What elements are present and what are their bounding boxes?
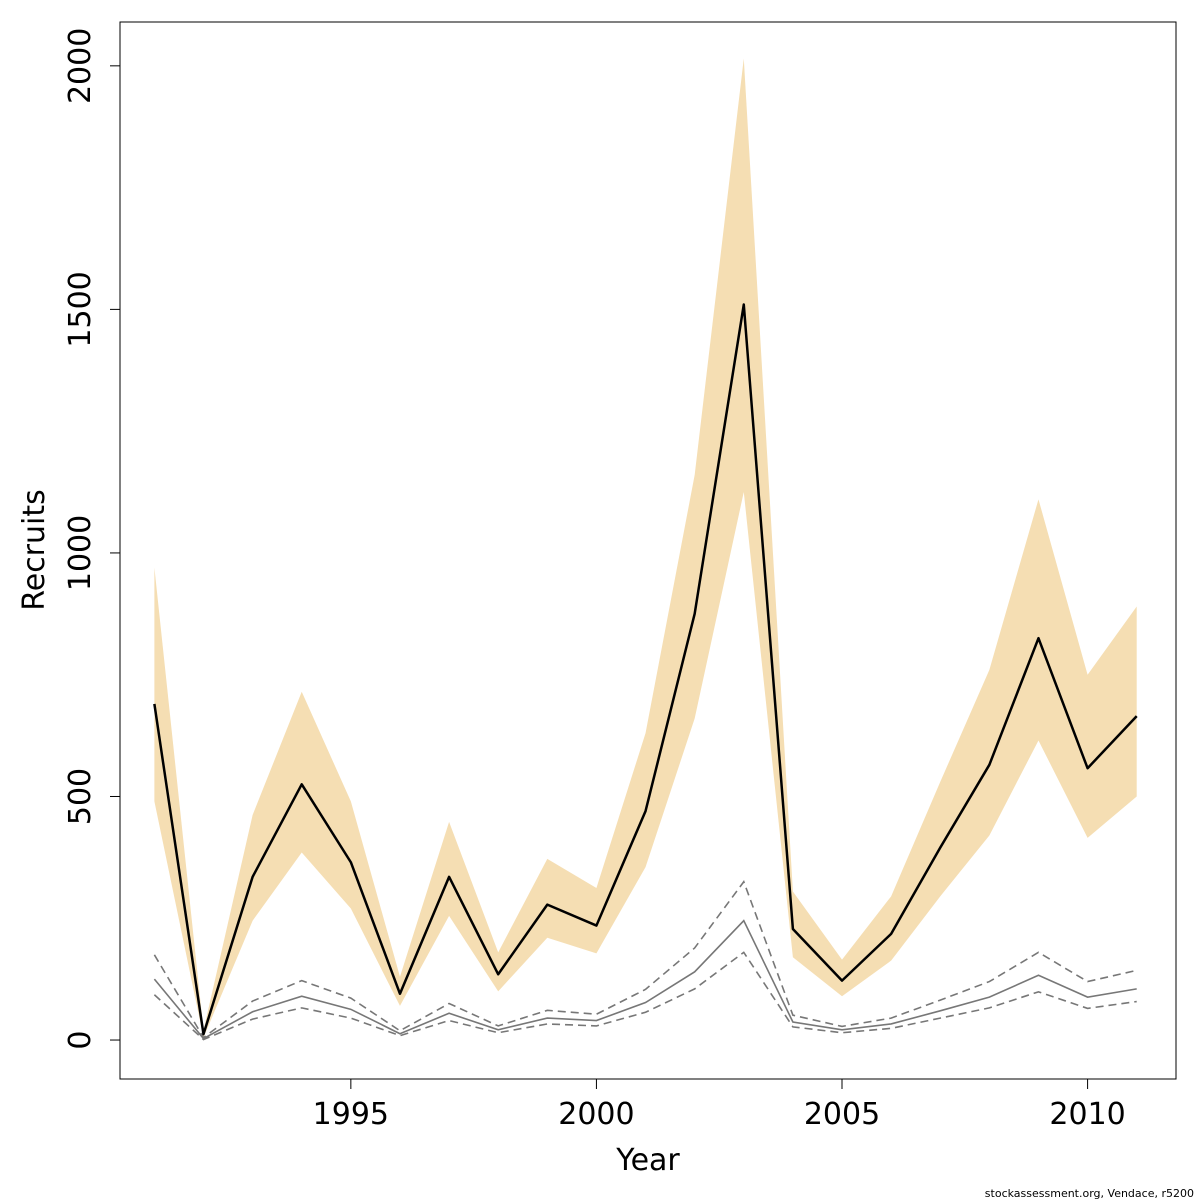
x-axis: 1995 2000 2005 2010 [313, 1078, 1126, 1132]
y-axis: 0 500 1000 1500 2000 [63, 28, 121, 1050]
y-tick-label: 0 [63, 1030, 98, 1049]
y-tick-label: 500 [63, 768, 98, 825]
x-axis-title: Year [615, 1143, 680, 1178]
confidence-band [154, 58, 1137, 1038]
alternative-lower-bound-line [153, 951, 1137, 1041]
y-tick-label: 1000 [63, 515, 98, 591]
lines-layer [153, 303, 1138, 1041]
confidence-band-layer [154, 58, 1137, 1038]
y-tick-label: 2000 [63, 28, 98, 104]
x-tick-label: 2010 [1049, 1097, 1125, 1132]
y-tick-label: 1500 [63, 271, 98, 347]
alternative-upper-bound-line [153, 880, 1137, 1039]
x-tick-label: 2005 [804, 1097, 880, 1132]
y-axis-title: Recruits [17, 489, 52, 611]
x-tick-label: 1995 [313, 1097, 389, 1132]
x-tick-label: 2000 [558, 1097, 634, 1132]
recruits-estimate-line [153, 303, 1138, 1036]
alternative-estimate-line [153, 919, 1137, 1040]
credit-text: stockassessment.org, Vendace, r5200 [985, 1187, 1194, 1200]
plot-frame [119, 21, 1177, 1080]
